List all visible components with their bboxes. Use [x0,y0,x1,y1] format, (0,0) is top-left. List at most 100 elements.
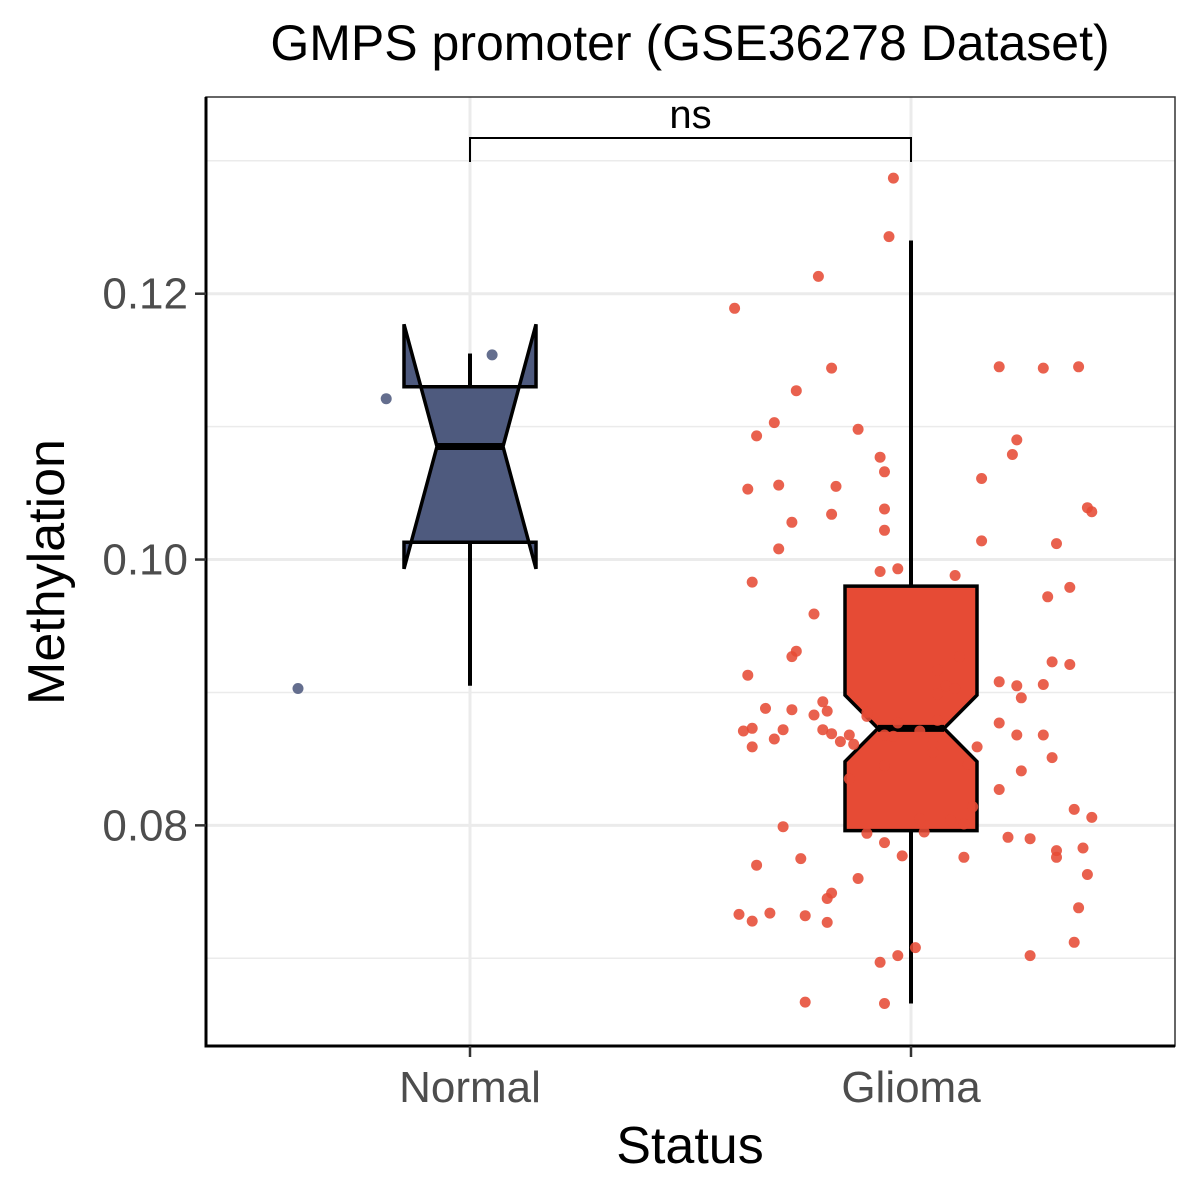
data-point [945,814,957,826]
plot-panel [206,97,1175,1046]
data-point [927,738,939,750]
data-point [1046,752,1058,764]
data-point [826,508,838,520]
data-points [292,172,1098,1009]
data-point [954,651,965,663]
data-point [1086,811,1098,823]
data-point [808,608,820,620]
data-point [790,385,802,397]
y-axis-title: Methylation [18,439,76,705]
data-point [976,535,988,547]
data-point [879,503,890,515]
data-point [786,516,798,528]
data-point [887,730,899,742]
data-point [852,423,864,435]
data-point [1073,902,1085,914]
data-point [874,451,886,463]
data-point [768,733,780,745]
data-point [1024,950,1036,962]
significance-bracket: ns [469,93,912,162]
box-glioma [843,240,979,1004]
data-point [751,859,763,871]
data-point [852,873,864,884]
boxes [402,240,979,1004]
data-point [1024,833,1036,845]
data-point [826,362,838,374]
data-point [949,570,961,581]
data-point [746,915,758,927]
data-point [971,741,983,753]
data-point [1042,591,1054,603]
data-point [1073,361,1085,373]
data-point [799,910,811,922]
data-point [751,430,763,442]
data-point [879,998,890,1009]
data-point [861,706,873,718]
data-point [958,818,970,830]
data-point [874,566,886,577]
data-point [940,680,952,692]
data-point [883,231,895,243]
data-point [892,717,904,729]
y-tick-label: 0.08 [102,801,188,850]
data-point [879,760,890,772]
data-point [887,172,899,184]
data-point [993,361,1005,373]
data-point [1037,729,1049,741]
data-point [879,837,890,849]
x-tick-label: Glioma [841,1063,981,1112]
data-point [914,725,926,737]
data-point [742,669,754,681]
data-point [742,483,754,495]
data-point [932,664,943,676]
data-point [993,676,1005,688]
data-point [380,393,392,405]
data-point [817,696,829,708]
data-point [1081,502,1093,514]
data-point [746,741,758,753]
data-point [927,746,939,758]
data-point [799,996,811,1008]
data-point [746,576,758,588]
data-point [843,773,855,785]
data-point [909,942,921,954]
data-point [777,724,789,736]
data-point [1068,936,1080,948]
data-point [949,683,961,694]
data-point [932,714,943,726]
data-point [892,950,904,962]
data-point [993,784,1005,795]
chart-title: GMPS promoter (GSE36278 Dataset) [270,15,1109,71]
box-normal [402,323,538,686]
data-point [843,729,855,741]
x-axis-title: Status [616,1117,763,1175]
data-point [1068,803,1080,815]
data-point [777,821,789,833]
data-point [967,801,979,813]
data-point [760,702,771,714]
data-point [817,724,829,736]
data-point [808,709,820,721]
bracket-line [469,137,912,162]
data-point [896,850,908,862]
data-point [764,907,776,919]
data-point [1015,765,1027,777]
data-point [879,524,890,536]
data-point [826,728,838,740]
data-point [1064,659,1076,670]
data-point [733,908,745,920]
data-point [773,479,785,491]
data-point [962,758,974,770]
data-point [914,813,926,825]
data-point [729,302,741,314]
data-point [768,417,780,429]
data-point [1037,362,1049,374]
data-point [834,736,846,748]
data-point [1006,449,1018,460]
data-point [790,645,802,657]
data-point [879,729,890,741]
data-point [830,480,842,492]
data-point [1011,680,1023,692]
data-point [1064,581,1076,593]
